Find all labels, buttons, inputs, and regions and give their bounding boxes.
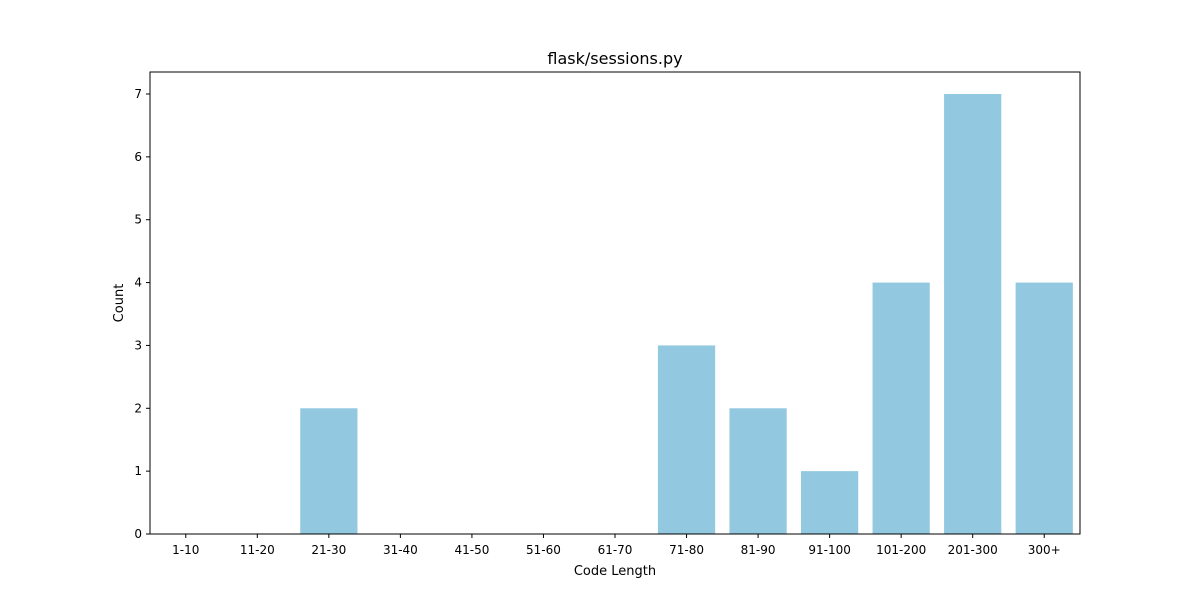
x-tick-label: 300+ bbox=[1028, 543, 1061, 557]
chart-title: flask/sessions.py bbox=[547, 49, 682, 68]
bar-300+ bbox=[1015, 282, 1073, 534]
y-tick-label: 6 bbox=[134, 150, 142, 164]
y-axis-label: Count bbox=[112, 284, 127, 323]
x-tick-label: 41-50 bbox=[454, 543, 489, 557]
x-tick-label: 101-200 bbox=[876, 543, 926, 557]
y-tick-label: 0 bbox=[134, 527, 142, 541]
y-axis-ticks: 0 1 2 3 4 5 6 7 bbox=[134, 87, 150, 541]
x-tick-label: 61-70 bbox=[598, 543, 633, 557]
x-tick-label: 51-60 bbox=[526, 543, 561, 557]
bars-group bbox=[300, 94, 1073, 534]
x-tick-label: 21-30 bbox=[311, 543, 346, 557]
x-tick-label: 1-10 bbox=[172, 543, 199, 557]
bar-101-200 bbox=[872, 282, 930, 534]
bar-21-30 bbox=[300, 408, 358, 534]
y-tick-label: 7 bbox=[134, 87, 142, 101]
bar-71-80 bbox=[657, 345, 716, 534]
x-tick-label: 11-20 bbox=[240, 543, 275, 557]
x-axis-label: Code Length bbox=[574, 564, 656, 579]
plot-frame bbox=[149, 71, 1081, 535]
bar-201-300 bbox=[944, 94, 1002, 534]
x-tick-label: 81-90 bbox=[741, 543, 776, 557]
x-tick-label: 201-300 bbox=[948, 543, 998, 557]
y-tick-label: 5 bbox=[134, 213, 142, 227]
x-tick-label: 71-80 bbox=[669, 543, 704, 557]
bar-81-90 bbox=[729, 408, 787, 534]
x-tick-label: 31-40 bbox=[383, 543, 418, 557]
y-tick-label: 1 bbox=[134, 464, 142, 478]
x-axis-ticks: 1-10 11-20 21-30 31-40 41-50 51-60 61-70 71-80 8… bbox=[172, 534, 1061, 557]
y-tick-label: 3 bbox=[134, 338, 142, 352]
y-tick-label: 4 bbox=[134, 276, 142, 290]
bar-91-100 bbox=[801, 471, 859, 534]
y-tick-label: 2 bbox=[134, 401, 142, 415]
x-tick-label: 91-100 bbox=[808, 543, 851, 557]
